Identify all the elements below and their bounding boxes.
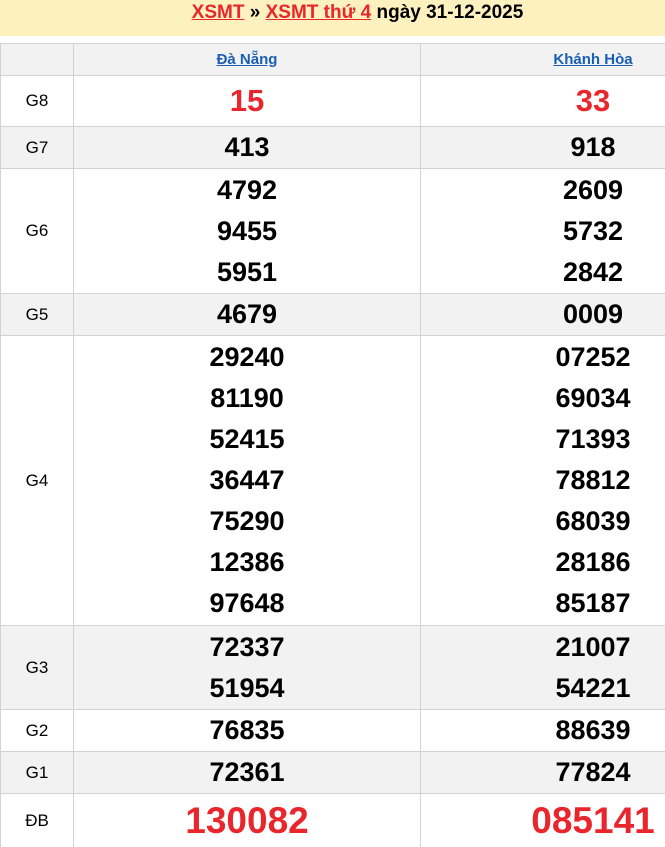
prize-number: 78812 (555, 465, 631, 495)
prize-cell: 0009 (420, 293, 665, 336)
prize-number: 413 (224, 132, 270, 162)
prize-number: 51954 (209, 672, 285, 703)
table-header-row: Đà Nẵng Khánh Hòa (0, 43, 665, 76)
prize-row: G1 72361 77824 (0, 751, 665, 794)
prize-number: 52415 (209, 424, 285, 454)
prize-number: 2609 (562, 174, 624, 205)
prize-number: 72361 (209, 757, 285, 787)
prize-cell: 2609 5732 2842 (420, 168, 665, 294)
prize-label: G1 (0, 751, 74, 794)
header-province-1: Đà Nẵng (73, 43, 421, 76)
header-empty-cell (0, 43, 74, 76)
prize-cell: 4679 (73, 293, 421, 336)
prize-cell: 4792 9455 5951 (73, 168, 421, 294)
prize-number: 21007 (555, 631, 631, 662)
prize-label: G5 (0, 293, 74, 336)
prize-cell: 918 (420, 126, 665, 169)
breadcrumb-separator: » (249, 2, 261, 23)
prize-number: 97648 (209, 588, 285, 618)
prize-number: 4679 (216, 299, 278, 329)
prize-number: 54221 (555, 672, 631, 703)
prize-row: G8 15 33 (0, 75, 665, 127)
prize-row: G6 4792 9455 5951 2609 5732 2842 (0, 168, 665, 294)
prize-number: 5732 (562, 215, 624, 246)
prize-number: 0009 (562, 299, 624, 329)
prize-number: 71393 (555, 424, 631, 454)
province-link-da-nang[interactable]: Đà Nẵng (216, 50, 278, 68)
prize-row: ĐB 130082 085141 (0, 793, 665, 847)
prize-cell: 413 (73, 126, 421, 169)
prize-row: G5 4679 0009 (0, 293, 665, 336)
prize-number: 07252 (555, 342, 631, 372)
prize-label: G2 (0, 709, 74, 752)
prize-number: 69034 (555, 383, 631, 413)
header-province-2: Khánh Hòa (420, 43, 665, 76)
prize-number: 33 (575, 83, 611, 118)
xsmt-link[interactable]: XSMT (191, 2, 245, 23)
prize-number: 81190 (210, 383, 284, 413)
prize-number: 36447 (209, 465, 285, 495)
prize-cell: 29240 81190 52415 36447 75290 12386 97648 (73, 335, 421, 626)
province-link-khanh-hoa[interactable]: Khánh Hòa (553, 50, 633, 68)
prize-cell: 72337 51954 (73, 625, 421, 710)
prize-number: 9455 (216, 215, 278, 246)
prize-cell: 085141 (420, 793, 665, 847)
prize-cell: 76835 (73, 709, 421, 752)
prize-row: G3 72337 51954 21007 54221 (0, 625, 665, 710)
prize-number: 88639 (555, 715, 631, 745)
prize-cell: 77824 (420, 751, 665, 794)
prize-number: 2842 (562, 256, 624, 287)
prize-number: 085141 (531, 799, 655, 841)
prize-number: 76835 (209, 715, 285, 745)
prize-number: 12386 (209, 547, 285, 577)
prize-label: G3 (0, 625, 74, 710)
prize-number: 5951 (216, 256, 278, 287)
prize-cell: 21007 54221 (420, 625, 665, 710)
prize-label: G8 (0, 75, 74, 127)
page-title: XSMT » XSMT thứ 4 ngày 31-12-2025 (0, 0, 665, 36)
prize-label: G4 (0, 335, 74, 626)
prize-row: G7 413 918 (0, 126, 665, 169)
prize-number: 77824 (555, 757, 631, 787)
prize-cell: 72361 (73, 751, 421, 794)
prize-number: 28186 (555, 547, 631, 577)
prize-number: 68039 (555, 506, 631, 536)
prize-number: 75290 (209, 506, 285, 536)
prize-cell: 07252 69034 71393 78812 68039 28186 85187 (420, 335, 665, 626)
prize-cell: 130082 (73, 793, 421, 847)
prize-number: 130082 (185, 799, 309, 841)
prize-number: 29240 (209, 342, 285, 372)
prize-row: G2 76835 88639 (0, 709, 665, 752)
draw-date: ngày 31-12-2025 (376, 2, 524, 23)
prize-label: G7 (0, 126, 74, 169)
prize-cell: 15 (73, 75, 421, 127)
prize-label: G6 (0, 168, 74, 294)
prize-number: 15 (229, 83, 265, 118)
prize-number: 918 (570, 132, 616, 162)
prize-row: G4 29240 81190 52415 36447 75290 12386 97648 072… (0, 335, 665, 626)
prize-cell: 88639 (420, 709, 665, 752)
xsmt-weekday-link[interactable]: XSMT thứ 4 (265, 2, 372, 23)
prize-number: 4792 (216, 174, 278, 205)
prize-number: 85187 (555, 588, 631, 618)
prize-label: ĐB (0, 793, 74, 847)
results-table: Đà Nẵng Khánh Hòa G8 15 33 G7 413 918 G6 4792 94… (0, 43, 665, 847)
prize-cell: 33 (420, 75, 665, 127)
prize-number: 72337 (209, 631, 285, 662)
